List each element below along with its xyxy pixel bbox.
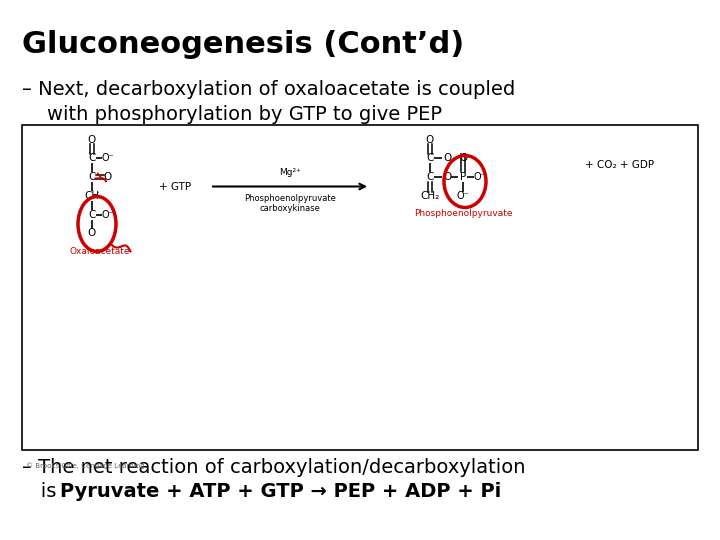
Text: C: C: [89, 210, 96, 220]
Text: Pyruvate + ATP + GTP → PEP + ADP + Pi: Pyruvate + ATP + GTP → PEP + ADP + Pi: [60, 482, 501, 501]
Text: C: C: [426, 153, 433, 163]
Text: C: C: [89, 153, 96, 163]
Text: O: O: [426, 135, 434, 145]
Text: O: O: [88, 228, 96, 238]
Text: carboxykinase: carboxykinase: [260, 204, 320, 213]
Text: with phosphorylation by GTP to give PEP: with phosphorylation by GTP to give PEP: [22, 105, 442, 124]
Text: is: is: [22, 482, 63, 501]
Text: C: C: [89, 172, 96, 182]
Text: O: O: [443, 172, 451, 182]
Bar: [22, 125, 698, 450]
Text: Phosphoenolpyruvate: Phosphoenolpyruvate: [414, 210, 512, 219]
Text: ·: ·: [96, 190, 98, 196]
Text: O: O: [459, 153, 467, 163]
Text: O⁻: O⁻: [102, 153, 114, 163]
Text: P: P: [460, 172, 466, 182]
Text: Phosphoenolpyruvate: Phosphoenolpyruvate: [244, 194, 336, 203]
Text: O⁻: O⁻: [474, 172, 487, 182]
Text: © Brooks/Cole, Cengage Learning: © Brooks/Cole, Cengage Learning: [26, 462, 145, 469]
Text: O: O: [104, 172, 112, 182]
Text: CH₂: CH₂: [420, 191, 440, 201]
Text: CH: CH: [84, 191, 99, 201]
Text: Mg²⁺: Mg²⁺: [279, 168, 301, 177]
Text: O: O: [443, 153, 451, 163]
Text: + GTP: + GTP: [159, 181, 191, 192]
Text: – The net reaction of carboxylation/decarboxylation: – The net reaction of carboxylation/deca…: [22, 458, 526, 477]
Text: Oxaloacetate: Oxaloacetate: [70, 246, 130, 255]
Text: – Next, decarboxylation of oxaloacetate is coupled: – Next, decarboxylation of oxaloacetate …: [22, 80, 516, 99]
Text: O⁻: O⁻: [456, 191, 469, 201]
Text: O: O: [88, 135, 96, 145]
Text: C: C: [426, 172, 433, 182]
Text: + CO₂ + GDP: + CO₂ + GDP: [585, 159, 654, 170]
Text: Gluconeogenesis (Cont’d): Gluconeogenesis (Cont’d): [22, 30, 464, 59]
Text: O⁻: O⁻: [102, 210, 114, 220]
